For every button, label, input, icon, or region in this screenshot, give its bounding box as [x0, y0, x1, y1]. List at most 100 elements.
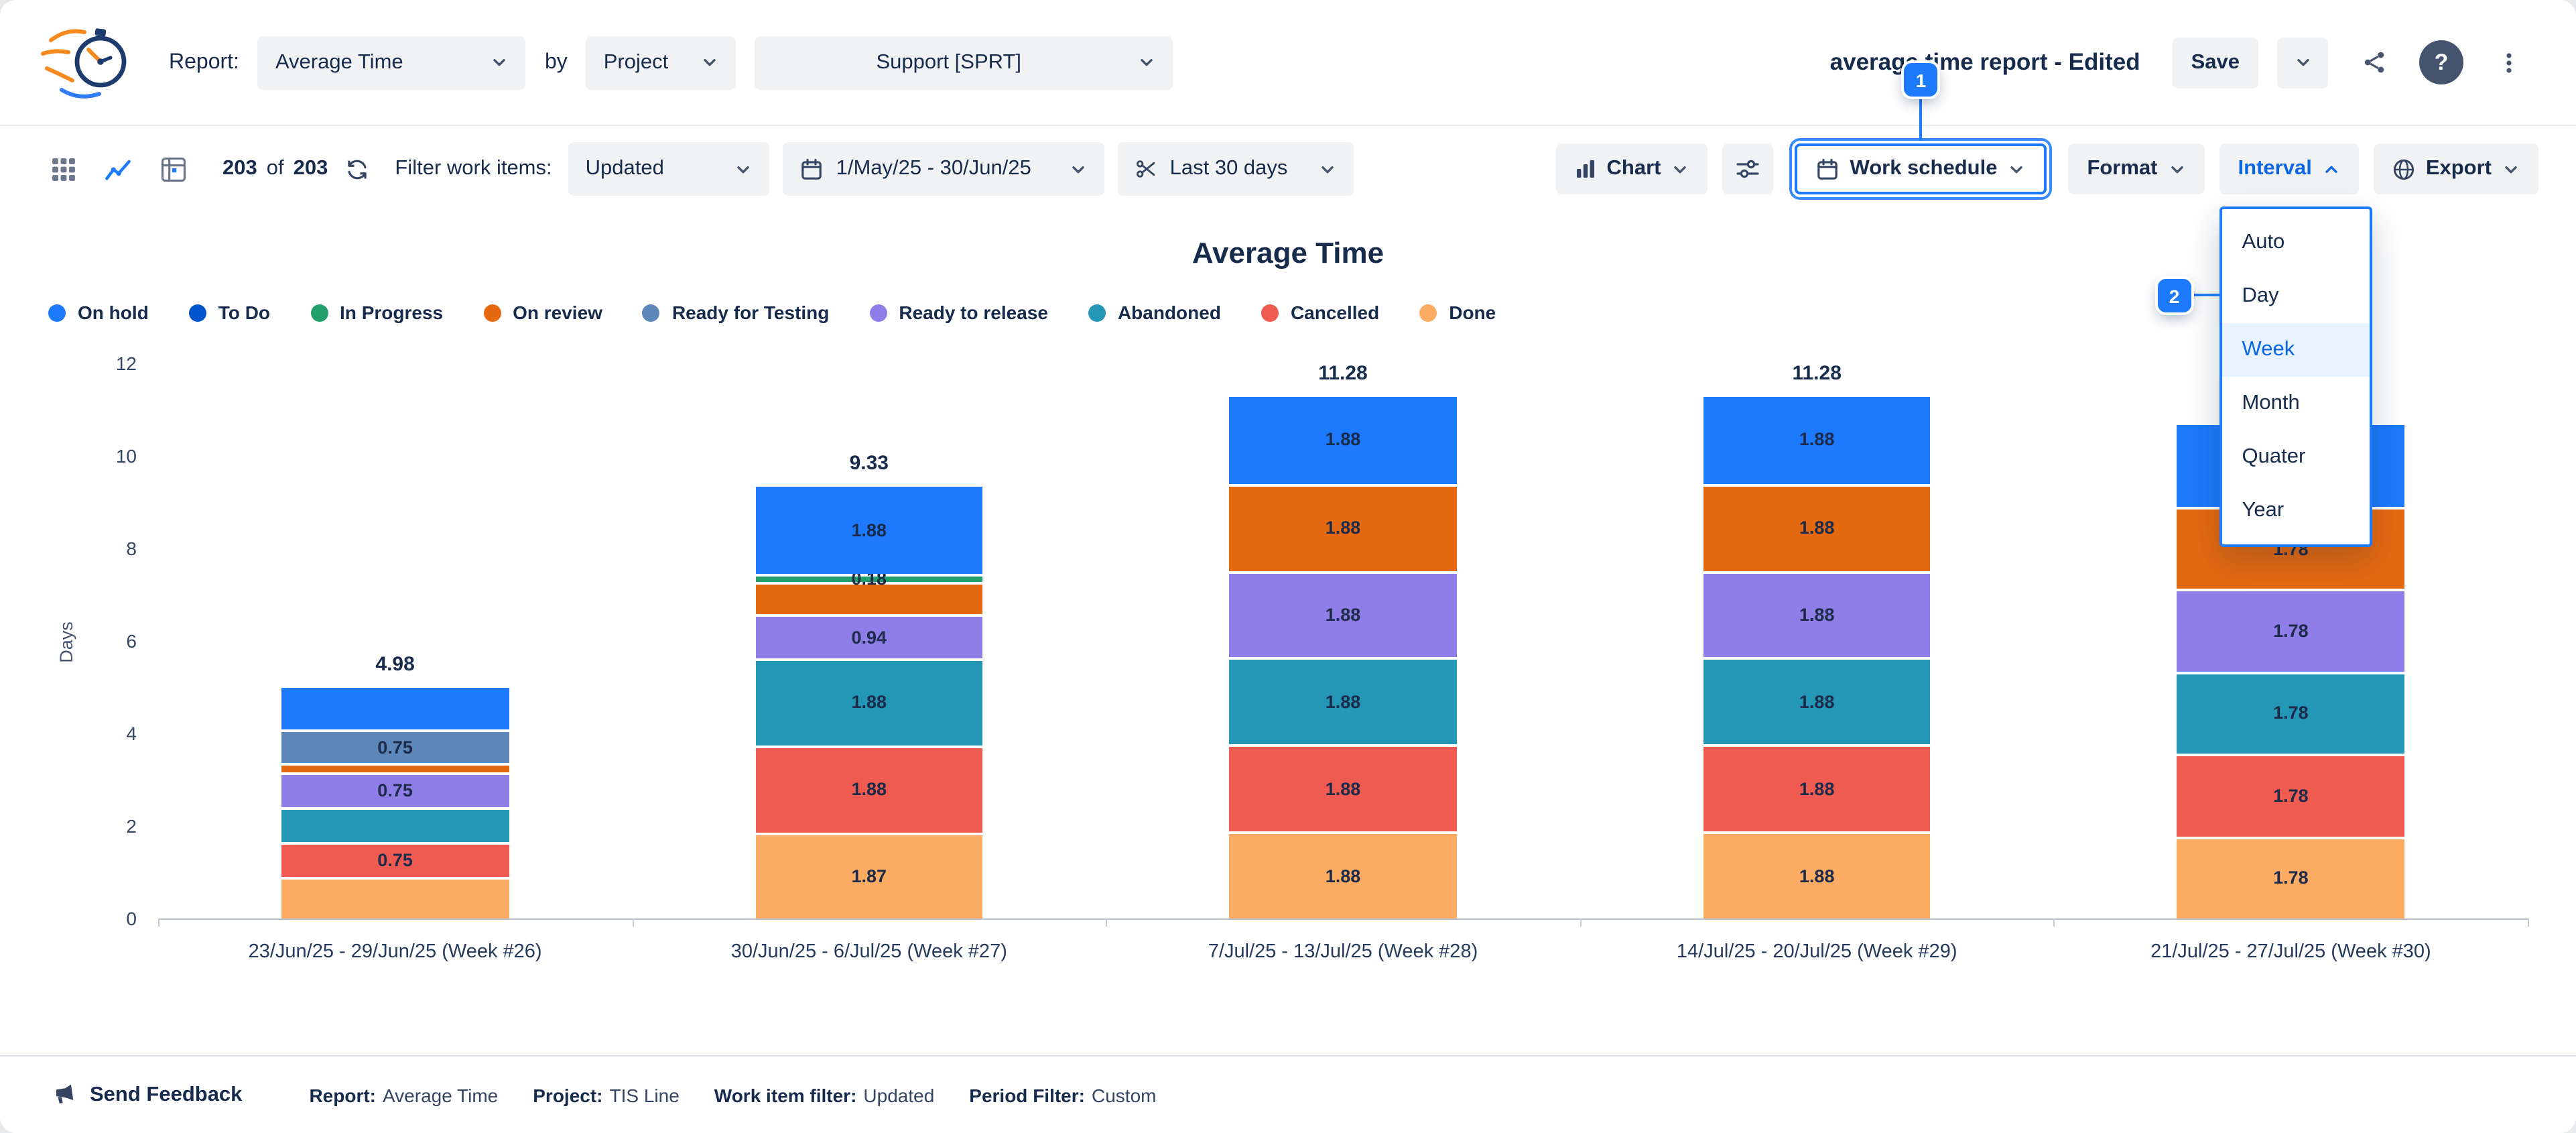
interval-option-month[interactable]: Month: [2242, 392, 2300, 414]
plot-wrap: Days 0 2 4 6 8 10 12 0.75 0.75 0.75 4.98 23/Jun/25 …: [56, 353, 2529, 963]
annotation-connector-1: [1919, 99, 1923, 141]
x-axis-tick: [2528, 918, 2529, 927]
legend-item[interactable]: In Progress: [310, 302, 443, 323]
work-schedule-button[interactable]: 1 Work schedule: [1795, 63, 2047, 194]
chart-view-button[interactable]: [92, 143, 143, 194]
project-select[interactable]: Support [SPRT]: [755, 36, 1173, 89]
interval-option-day[interactable]: Day: [2242, 284, 2279, 307]
interval-menu-list: Auto Day Week Month Quater Year: [2221, 216, 2370, 538]
filter-field-select[interactable]: Updated: [568, 142, 769, 196]
legend-dot: [1261, 304, 1279, 321]
pivot-view-button[interactable]: [147, 143, 198, 194]
legend-label: Cancelled: [1290, 302, 1380, 323]
interval-label: Interval: [2238, 157, 2312, 180]
plot-area: 0 2 4 6 8 10 12 0.75 0.75 0.75 4.98 23/Jun/25 - 29/…: [116, 353, 2529, 963]
more-menu-button[interactable]: [2482, 36, 2536, 89]
legend-item[interactable]: Ready for Testing: [642, 302, 829, 323]
report-type-value: Average Time: [275, 50, 403, 73]
project-value: Support [SPRT]: [876, 50, 1021, 73]
legend-item[interactable]: Abandoned: [1088, 302, 1221, 323]
legend-dot: [188, 304, 206, 321]
bar-chart-icon: [1575, 158, 1596, 180]
legend-item[interactable]: To Do: [188, 302, 271, 323]
bar-segment: 0.75: [281, 842, 509, 877]
by-label: by: [544, 50, 568, 73]
chart-legend: On hold To Do In Progress On review Ready fo…: [0, 302, 2576, 323]
help-icon[interactable]: ?: [2419, 40, 2463, 84]
bar-segment: 1.88: [1703, 483, 1931, 571]
app-header: Report: Average Time by Project Support …: [0, 0, 2576, 126]
legend-label: To Do: [218, 302, 271, 323]
interval-option-auto[interactable]: Auto: [2242, 231, 2285, 253]
legend-item[interactable]: Done: [1419, 302, 1496, 323]
legend-item[interactable]: On review: [483, 302, 602, 323]
chart-settings-button[interactable]: [1722, 143, 1774, 194]
bar-segment: 1.88: [755, 745, 983, 832]
legend-label: Abandoned: [1117, 302, 1221, 323]
chart-type-button[interactable]: Chart: [1555, 143, 1708, 194]
export-label: Export: [2425, 157, 2492, 180]
grid-view-button[interactable]: [38, 143, 88, 194]
share-button[interactable]: [2347, 36, 2400, 89]
legend-item[interactable]: On hold: [48, 302, 149, 323]
view-switcher: [38, 143, 198, 194]
filter-field-value: Updated: [585, 157, 664, 180]
report-title: average time report - Edited: [1829, 48, 2140, 75]
export-button[interactable]: Export: [2373, 143, 2538, 194]
save-button[interactable]: Save: [2172, 37, 2258, 88]
bar-segment: [281, 688, 509, 729]
y-axis-title: Days: [56, 621, 76, 662]
bar-segment: [281, 807, 509, 843]
format-button[interactable]: Format: [2068, 143, 2205, 194]
bar-segment: 1.88: [1703, 396, 1931, 484]
save-options-button[interactable]: [2277, 37, 2328, 88]
legend-item[interactable]: Cancelled: [1261, 302, 1379, 323]
group-by-select[interactable]: Project: [586, 36, 736, 89]
interval-option-week[interactable]: Week: [2221, 323, 2370, 377]
interval-option-quater[interactable]: Quater: [2242, 445, 2306, 468]
interval-button[interactable]: Interval: [2219, 143, 2359, 194]
x-axis-label: 30/Jun/25 - 6/Jul/25 (Week #27): [730, 941, 1007, 963]
toolbar: 203 of 203 Filter work items: Updated 1/…: [0, 63, 2576, 547]
toolbar-right-group: Chart 1 Work schedule Format Interval: [1555, 63, 2538, 547]
meta-item: Work item filter: Updated: [714, 1084, 935, 1106]
send-feedback-button[interactable]: Send Feedback: [43, 1081, 250, 1109]
report-type-select[interactable]: Average Time: [257, 36, 526, 89]
bar-segment: [281, 876, 509, 918]
bar-segment: 1.88: [1703, 744, 1931, 832]
save-label: Save: [2191, 50, 2240, 73]
bar-segment: 1.88: [1703, 657, 1931, 745]
legend-item[interactable]: Ready to release: [869, 302, 1048, 323]
annotation-connector-2: [2188, 294, 2222, 296]
y-tick-label: 4: [126, 723, 137, 744]
y-tick-label: 12: [115, 353, 137, 374]
bar-total-label: 9.33: [849, 452, 889, 475]
calendar-icon: [1817, 158, 1838, 179]
annotation-badge-2: 2: [2157, 279, 2191, 312]
refresh-button[interactable]: [337, 156, 376, 182]
chevron-down-icon: [2505, 165, 2517, 173]
quick-range-value: Last 30 days: [1169, 157, 1288, 180]
bar-segment: 1.78: [2177, 671, 2405, 754]
legend-label: Done: [1449, 302, 1496, 323]
chevron-down-icon: [1674, 165, 1687, 173]
chevron-down-icon: [1321, 165, 1334, 173]
count-of: of: [266, 157, 284, 180]
group-by-value: Project: [603, 50, 669, 73]
report-meta: Report: Average Time Project: TIS Line Work …: [309, 1084, 1156, 1106]
settings-sliders-icon: [1736, 160, 1760, 178]
legend-label: In Progress: [340, 302, 444, 323]
bar-total-label: 4.98: [375, 653, 415, 676]
filter-label: Filter work items:: [395, 157, 552, 180]
legend-dot: [48, 304, 66, 321]
x-axis-tick: [1106, 918, 1108, 927]
date-range-select[interactable]: 1/May/25 - 30/Jun/25: [782, 142, 1104, 196]
refresh-icon: [347, 159, 367, 179]
bar-segment: 0.18: [755, 569, 983, 589]
quick-range-select[interactable]: Last 30 days: [1117, 142, 1354, 196]
pivot-table-icon: [160, 156, 186, 182]
interval-option-year[interactable]: Year: [2242, 499, 2284, 522]
legend-dot: [642, 304, 660, 321]
legend-dot: [310, 304, 328, 321]
